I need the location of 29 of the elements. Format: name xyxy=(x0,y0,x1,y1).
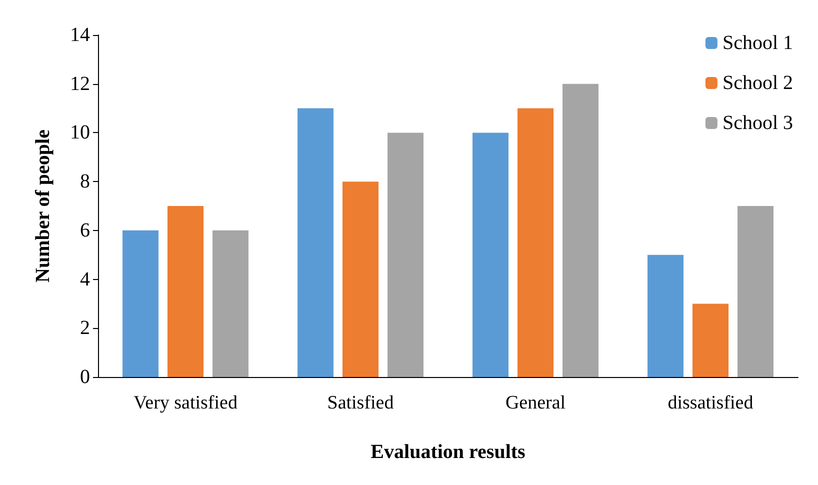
x-axis-title: Evaluation results xyxy=(370,441,526,463)
bar xyxy=(472,132,508,377)
bar xyxy=(562,84,598,377)
bar xyxy=(738,206,774,377)
x-tick-label: dissatisfied xyxy=(668,392,754,414)
y-tick-label: 14 xyxy=(70,24,90,46)
bar xyxy=(298,108,334,377)
legend-label: School 1 xyxy=(722,32,794,54)
x-tick-label: General xyxy=(505,392,566,414)
legend-label: School 3 xyxy=(722,112,794,134)
y-tick-label: 10 xyxy=(70,122,90,144)
bar xyxy=(212,230,248,377)
y-axis-title: Number of people xyxy=(32,129,54,282)
bar xyxy=(518,108,554,377)
bar xyxy=(168,206,204,377)
y-tick-label: 8 xyxy=(80,170,90,193)
legend-label: School 2 xyxy=(722,72,794,94)
bar xyxy=(388,132,424,377)
x-tick-label: Very satisfied xyxy=(134,392,238,414)
bar xyxy=(648,254,684,377)
bar xyxy=(692,304,728,377)
y-tick-label: 2 xyxy=(80,317,90,340)
x-tick-label: Satisfied xyxy=(327,392,394,414)
bar xyxy=(122,230,158,377)
y-tick-label: 12 xyxy=(70,72,90,95)
bar xyxy=(342,182,378,377)
y-tick-label: 4 xyxy=(80,268,90,290)
y-tick-label: 6 xyxy=(80,219,90,242)
y-tick-label: 0 xyxy=(80,366,90,388)
